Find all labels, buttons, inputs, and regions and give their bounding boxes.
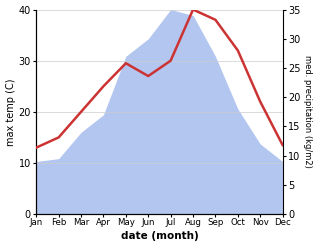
X-axis label: date (month): date (month) xyxy=(121,231,198,242)
Y-axis label: max temp (C): max temp (C) xyxy=(5,78,16,145)
Y-axis label: med. precipitation (kg/m2): med. precipitation (kg/m2) xyxy=(303,55,313,168)
